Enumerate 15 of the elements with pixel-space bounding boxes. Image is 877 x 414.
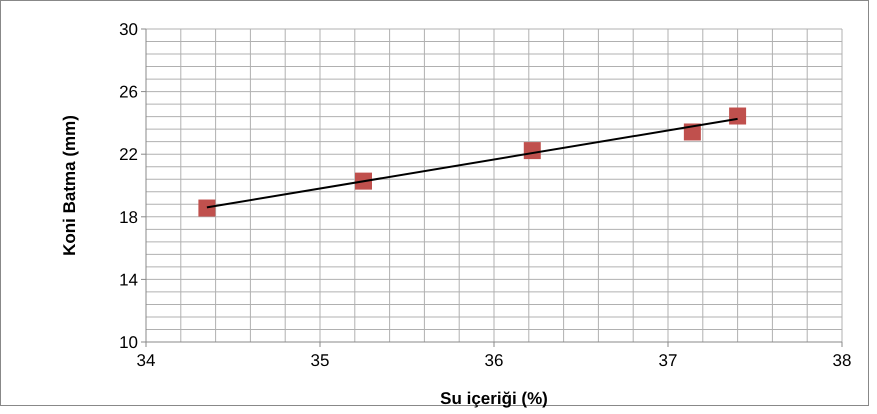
x-tick-label: 37 <box>658 351 678 370</box>
y-tick-label: 10 <box>119 332 138 352</box>
y-tick-label: 22 <box>119 145 138 164</box>
x-tick-label: 35 <box>310 351 330 370</box>
point <box>198 200 216 217</box>
x-tick-label: 36 <box>484 351 504 370</box>
x-tick-label: 34 <box>136 351 156 370</box>
y-axis-title: Koni Batma (mm) <box>60 115 79 256</box>
y-tick-label: 14 <box>119 270 138 290</box>
y-tick-label: 30 <box>119 20 138 39</box>
x-tick-label: 38 <box>832 351 852 370</box>
x-axis-title: Su içeriği (%) <box>440 389 548 408</box>
point <box>729 108 746 125</box>
y-tick-label: 26 <box>119 82 138 102</box>
y-tick-label: 18 <box>119 208 138 227</box>
